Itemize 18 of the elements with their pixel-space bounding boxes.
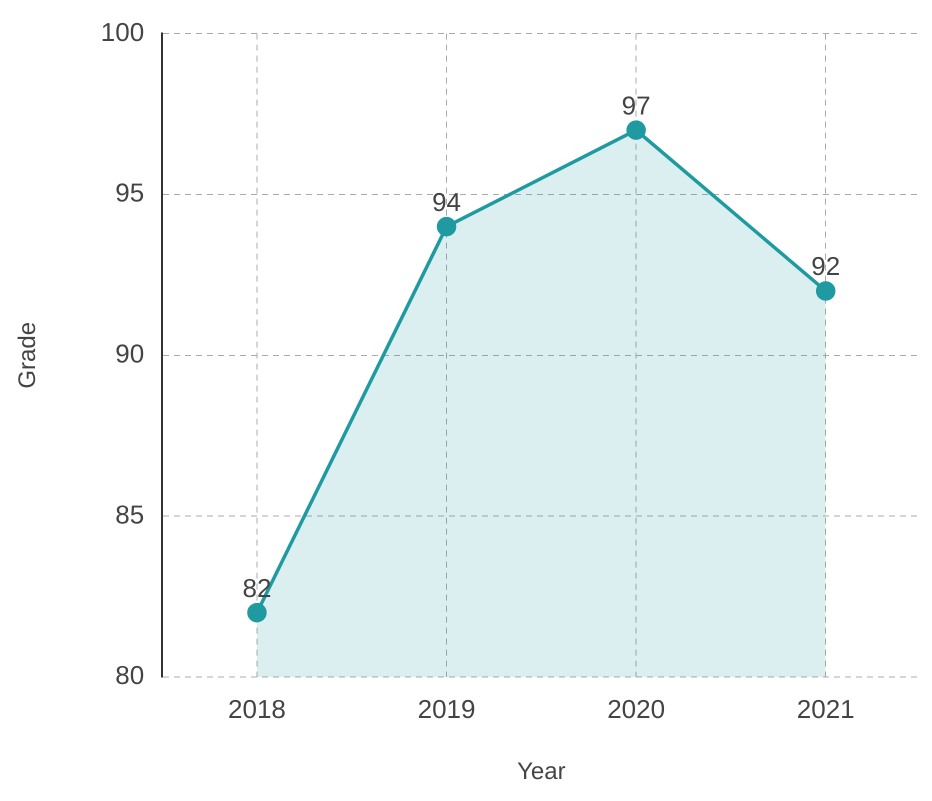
x-tick-label: 2021 [796,694,855,724]
point [436,216,456,236]
point [247,602,267,622]
y-tick-label: 90 [115,338,144,368]
data-label: 97 [622,90,651,120]
y-tick-label: 85 [115,499,144,530]
x-axis-title: Year [517,758,566,786]
y-axis-title: Grade [14,322,42,389]
data-label: 92 [811,251,840,282]
data-label: 94 [432,186,462,217]
y-tick-label: 100 [100,16,144,47]
x-tick-label: 2020 [607,694,666,724]
y-tick-label: 95 [115,178,144,208]
point [816,281,836,301]
y-tick-label: 80 [115,660,144,690]
point [626,120,646,140]
x-tick-label: 2018 [228,694,286,724]
x-tick-label: 2019 [418,694,476,724]
